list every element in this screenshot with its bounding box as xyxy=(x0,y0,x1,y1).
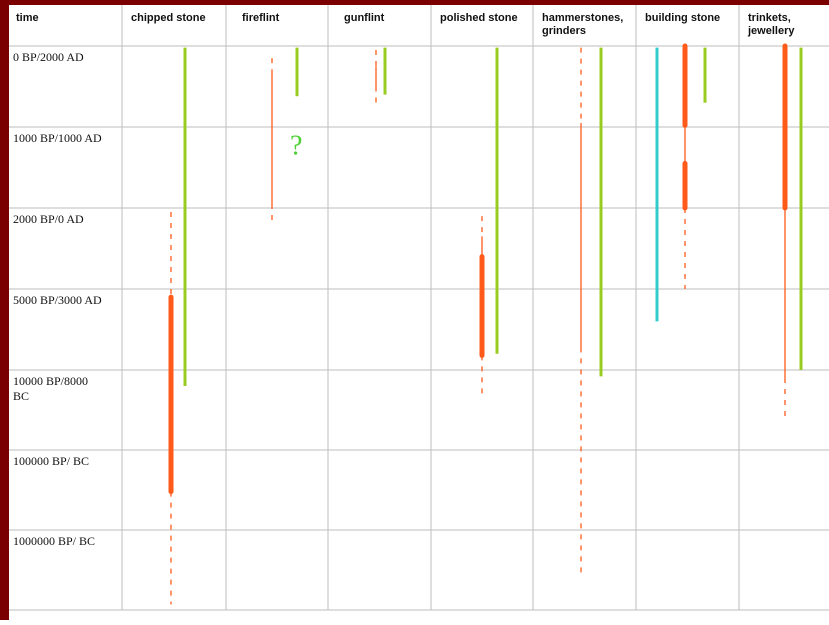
column-header-gunflint: gunflint xyxy=(344,12,385,24)
time-row-label: 2000 BP/0 AD xyxy=(13,212,84,226)
annotations: ? xyxy=(290,130,302,161)
time-row-label: 0 BP/2000 AD xyxy=(13,50,84,64)
time-row-label: 100000 BP/ BC xyxy=(13,454,89,468)
column-header-polished: polished stone xyxy=(440,12,518,24)
time-row-label: 10000 BP/8000 BC xyxy=(13,374,88,403)
column-header-time: time xyxy=(16,12,39,24)
column-header-trinkets: trinkets, jewellery xyxy=(747,12,795,37)
time-row-label: 1000 BP/1000 AD xyxy=(13,131,102,145)
grid xyxy=(9,5,829,611)
time-row-labels: 0 BP/2000 AD 1000 BP/1000 AD 2000 BP/0 AD 5… xyxy=(13,50,102,548)
left-frame-bar xyxy=(0,0,9,620)
range-bars xyxy=(168,43,803,605)
time-row-label: 1000000 BP/ BC xyxy=(13,534,95,548)
column-header-hammer: hammerstones, grinders xyxy=(542,12,623,37)
column-header-building: building stone xyxy=(645,12,720,24)
column-header-chipped: chipped stone xyxy=(131,12,206,24)
column-headers: time chipped stone fireflint gunflint polish… xyxy=(16,12,795,37)
uncertainty-question-mark: ? xyxy=(290,130,302,161)
column-header-fireflint: fireflint xyxy=(242,12,280,24)
time-row-label: 5000 BP/3000 AD xyxy=(13,293,102,307)
top-frame-bar xyxy=(0,0,829,5)
